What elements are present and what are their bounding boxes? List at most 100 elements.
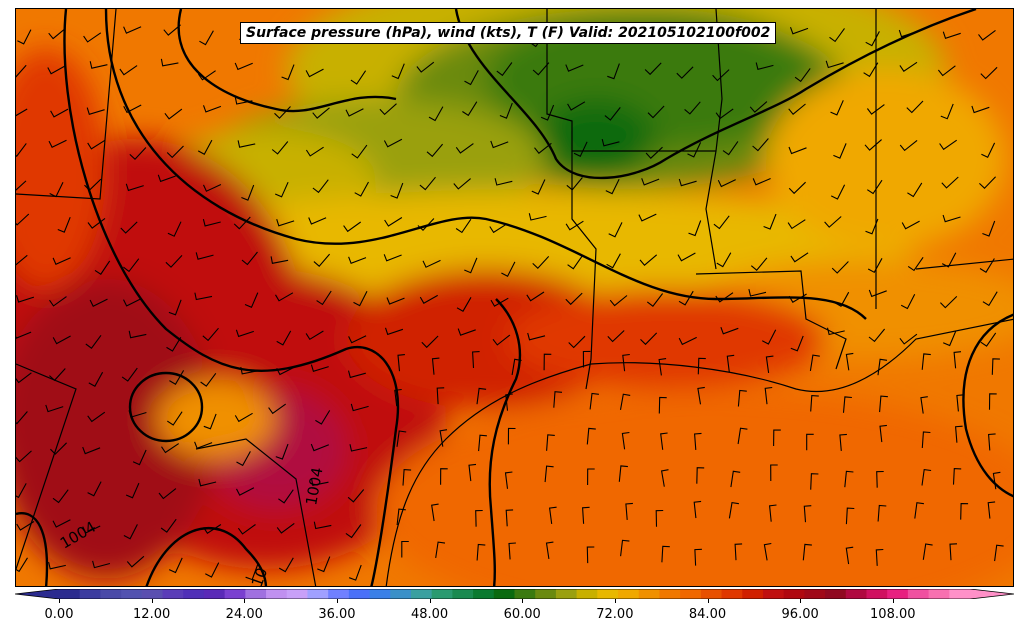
colorbar-swatch [825,589,847,599]
wind-barb [879,395,888,413]
wind-barb [416,61,435,73]
colorbar-swatch [804,589,826,599]
wind-barb [52,257,71,266]
wind-barb [868,289,887,298]
wind-barb [979,176,996,189]
wind-barb [121,367,138,382]
wind-barb [728,501,739,519]
wind-barb [607,330,625,343]
wind-barb [350,70,367,85]
wind-barb [501,261,516,277]
wind-barb [505,393,513,411]
colorbar-swatch [762,589,785,599]
wind-barb [988,433,996,451]
wind-barb [241,251,258,266]
wind-barb [981,142,996,159]
wind-barb [899,61,918,72]
wind-barb [163,24,181,36]
wind-barb [203,524,222,534]
wind-barb [205,562,220,578]
wind-barb [655,509,664,527]
wind-barb [639,254,658,266]
wind-barb [789,27,809,35]
wind-barb [198,478,217,487]
wind-barb [464,257,478,274]
wind-barb [877,358,888,376]
wind-barb [921,468,932,486]
wind-barb [50,442,67,455]
wind-barb [605,179,620,195]
wind-barb [790,252,809,263]
wind-barb [752,138,769,152]
colorbar-tick [707,599,709,603]
wind-barb [160,58,179,67]
wind-barb [763,542,772,561]
wind-barb [875,548,884,566]
wind-barb [712,69,730,82]
wind-barb [830,184,846,200]
wind-barb [942,330,957,347]
wind-barb [16,483,27,499]
wind-barb [16,213,30,226]
wind-barb [863,62,879,78]
wind-barb [85,334,102,349]
wind-barb [608,222,623,238]
temperature-map: 1004 1004 10 [16,9,1013,587]
wind-barb [601,138,620,147]
wind-barb [697,386,705,405]
wind-barb [694,432,702,450]
wind-barb [831,261,849,274]
wind-barb [540,104,555,121]
wind-barb [440,468,448,485]
wind-barb [82,525,101,534]
colorbar-swatch [307,589,329,599]
colorbar-swatch [473,589,495,599]
isobar-label: 10 [248,565,271,587]
wind-barb [748,288,767,297]
colorbar-swatch [328,589,350,599]
wind-barb [16,372,32,384]
wind-barb [45,404,64,413]
wind-barb [276,330,292,346]
wind-barb [677,252,696,262]
wind-barb [730,470,741,488]
wind-barb [278,489,294,504]
wind-barb [132,449,147,466]
wind-barb [526,291,545,302]
wind-barb [826,327,845,336]
wind-barb [234,96,253,105]
wind-barb [987,501,996,519]
colorbar-swatch [369,589,391,599]
wind-barb [845,507,855,525]
colorbar-swatch [866,589,888,599]
wind-barb [658,358,667,376]
colorbar-swatch [680,589,702,599]
wind-barb [641,178,660,186]
wind-barb [531,179,546,195]
colorbar-swatch [887,589,909,599]
wind-barb [899,139,918,152]
wind-barb [625,502,633,520]
wind-barb [120,221,138,234]
wind-barb [788,293,807,303]
wind-barb [17,29,32,45]
wind-barb [899,333,918,345]
wind-barb [940,103,954,120]
wind-barb [167,221,182,237]
wind-barb [898,29,917,38]
wind-barb [276,522,295,534]
wind-barb [278,557,294,573]
wind-barb [203,413,217,430]
wind-barb [475,509,483,527]
wind-barb [713,215,730,230]
wind-barb [16,521,35,531]
wind-barb [87,481,102,497]
colorbar-tick-label: 84.00 [688,607,727,622]
colorbar-swatch [907,589,930,599]
wind-barb [456,297,472,312]
colorbar-swatch [452,589,474,599]
wind-barb [275,443,289,460]
wind-barb [802,543,812,561]
wind-barb [379,103,397,116]
wind-barb [496,62,513,77]
